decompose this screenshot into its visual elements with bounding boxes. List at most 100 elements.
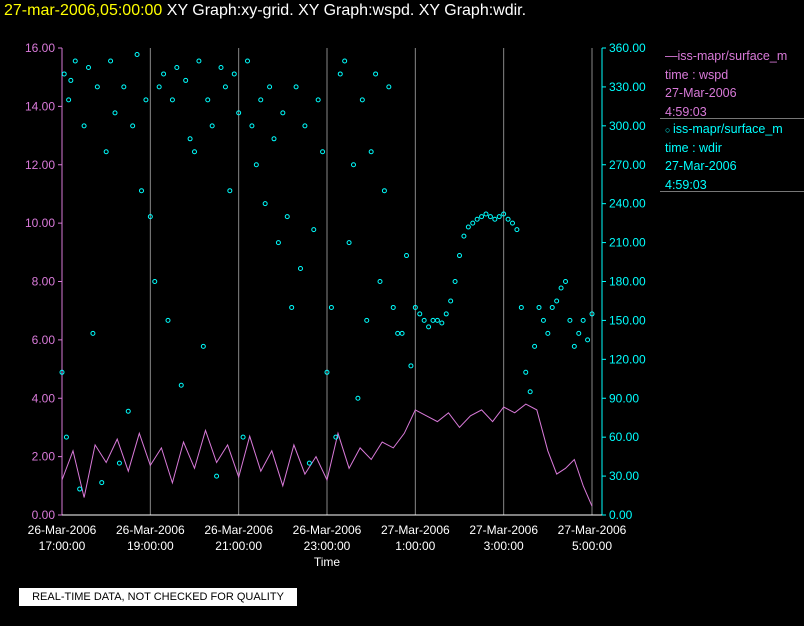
series-wdir-point — [496, 214, 502, 220]
series-wdir-point — [377, 279, 383, 284]
series-wdir-point — [571, 343, 577, 349]
series-wdir-point — [532, 343, 538, 349]
y-right-tick-label: 180.00 — [609, 275, 646, 289]
series-wdir-point — [527, 389, 533, 395]
series-wdir-point — [545, 330, 551, 336]
legend-wdir-label-text: iss-mapr/surface_m — [672, 122, 783, 136]
series-wdir-point — [66, 97, 72, 103]
series-wdir-point — [280, 110, 286, 116]
series-wdir-point — [94, 84, 100, 90]
series-wdir-point — [540, 317, 546, 323]
series-wdir-point — [320, 149, 326, 155]
y-right-tick-label: 240.00 — [609, 197, 646, 211]
y-right-tick-label: 30.00 — [609, 469, 639, 483]
series-wdir-point — [192, 149, 197, 155]
x-tick-time: 19:00:00 — [127, 539, 174, 553]
series-wdir-point — [200, 343, 206, 349]
series-wdir-point — [381, 188, 387, 194]
y-left-tick-label: 8.00 — [32, 275, 56, 289]
series-wdir-point — [585, 337, 591, 343]
series-wdir-point — [125, 408, 131, 414]
series-wdir-point — [430, 317, 436, 323]
y-right-tick-label: 150.00 — [609, 313, 646, 327]
series-wdir-point — [315, 97, 321, 103]
series-wdir-point — [214, 473, 220, 479]
x-tick-date: 27-Mar-2006 — [558, 523, 627, 537]
series-wdir-point — [302, 123, 308, 129]
series-wdir-point — [103, 149, 109, 155]
series-wdir-point — [439, 320, 445, 326]
series-wdir-point — [245, 58, 250, 64]
series-wdir-point — [514, 227, 520, 233]
y-right-tick-label: 360.00 — [609, 41, 646, 55]
series-wdir-point — [298, 266, 303, 272]
series-wdir-point — [183, 77, 189, 83]
quality-disclaimer: REAL-TIME DATA, NOT CHECKED FOR QUALITY — [19, 588, 297, 606]
header-graph-titles: XY Graph:xy-grid. XY Graph:wspd. XY Grap… — [166, 2, 527, 19]
series-wdir-point — [408, 363, 414, 369]
series-wdir-point — [165, 317, 171, 323]
series-wdir-point — [479, 214, 485, 220]
y-right-tick-label: 0.00 — [609, 508, 633, 522]
series-wdir-point — [169, 97, 175, 103]
series-wdir-point — [505, 216, 511, 222]
legend-wspd-label: —iss-mapr/surface_m — [665, 49, 788, 63]
y-right-tick-label: 60.00 — [609, 430, 639, 444]
series-wdir-point — [474, 216, 480, 222]
series-wdir-point — [306, 460, 312, 466]
series-wdir-point — [86, 64, 91, 70]
y-left-tick-label: 4.00 — [32, 391, 56, 405]
series-wdir-point — [236, 110, 242, 116]
y-left-tick-label: 6.00 — [32, 333, 56, 347]
series-wdir-point — [293, 84, 299, 90]
legend-wdir-date: 27-Mar-2006 — [665, 159, 737, 173]
series-wdir-point — [434, 317, 440, 323]
series-wdir-point — [99, 480, 105, 486]
series-wdir-point — [536, 304, 542, 310]
series-wdir-point — [465, 224, 471, 230]
series-wdir-point — [417, 311, 423, 317]
y-left-tick-label: 10.00 — [25, 216, 55, 230]
series-wdir-point — [470, 220, 476, 226]
x-tick-time: 21:00:00 — [215, 539, 262, 553]
x-axis-label: Time — [314, 555, 341, 569]
series-wdir-point — [390, 304, 396, 310]
x-tick-date: 26-Mar-2006 — [293, 523, 362, 537]
series-wdir-point — [271, 136, 277, 142]
series-wdir-point — [116, 460, 122, 466]
series-wdir-point — [90, 330, 96, 336]
series-wdir-point — [558, 285, 564, 291]
series-wdir-point — [187, 136, 193, 142]
series-wdir-point — [143, 97, 149, 103]
series-wdir-point — [72, 58, 78, 64]
legend-wdir-label: ○ iss-mapr/surface_m — [665, 120, 783, 139]
x-tick-time: 3:00:00 — [484, 539, 524, 553]
series-wdir-point — [364, 317, 370, 323]
series-wdir-point — [249, 123, 255, 129]
series-wdir-point — [77, 486, 83, 492]
series-wdir-point — [386, 84, 392, 90]
header-timestamp: 27-mar-2006,05:00:00 — [4, 2, 163, 19]
series-wdir-point — [218, 64, 224, 70]
y-left-tick-label: 0.00 — [32, 508, 56, 522]
legend-divider — [660, 118, 804, 119]
series-wdir-point — [576, 330, 582, 336]
legend-entry-wdir: ○ iss-mapr/surface_m time : wdir 27-Mar-… — [665, 120, 783, 194]
series-wdir-point — [426, 324, 432, 330]
series-wdir-point — [589, 311, 595, 317]
series-wdir-point — [355, 395, 361, 401]
series-wdir-point — [373, 71, 379, 77]
x-tick-date: 27-Mar-2006 — [469, 523, 538, 537]
series-wdir-point — [222, 84, 228, 90]
series-wdir-point — [147, 214, 153, 220]
series-wdir-point — [240, 434, 246, 440]
y-right-tick-label: 120.00 — [609, 352, 646, 366]
legend-entry-wspd: —iss-mapr/surface_m time : wspd 27-Mar-2… — [665, 47, 787, 121]
series-wdir-point — [108, 58, 114, 64]
legend-wspd-time: 4:59:03 — [665, 104, 707, 119]
series-wdir-point — [209, 123, 215, 129]
series-wdir-point — [227, 188, 233, 194]
x-tick-time: 1:00:00 — [395, 539, 435, 553]
x-tick-date: 26-Mar-2006 — [116, 523, 185, 537]
